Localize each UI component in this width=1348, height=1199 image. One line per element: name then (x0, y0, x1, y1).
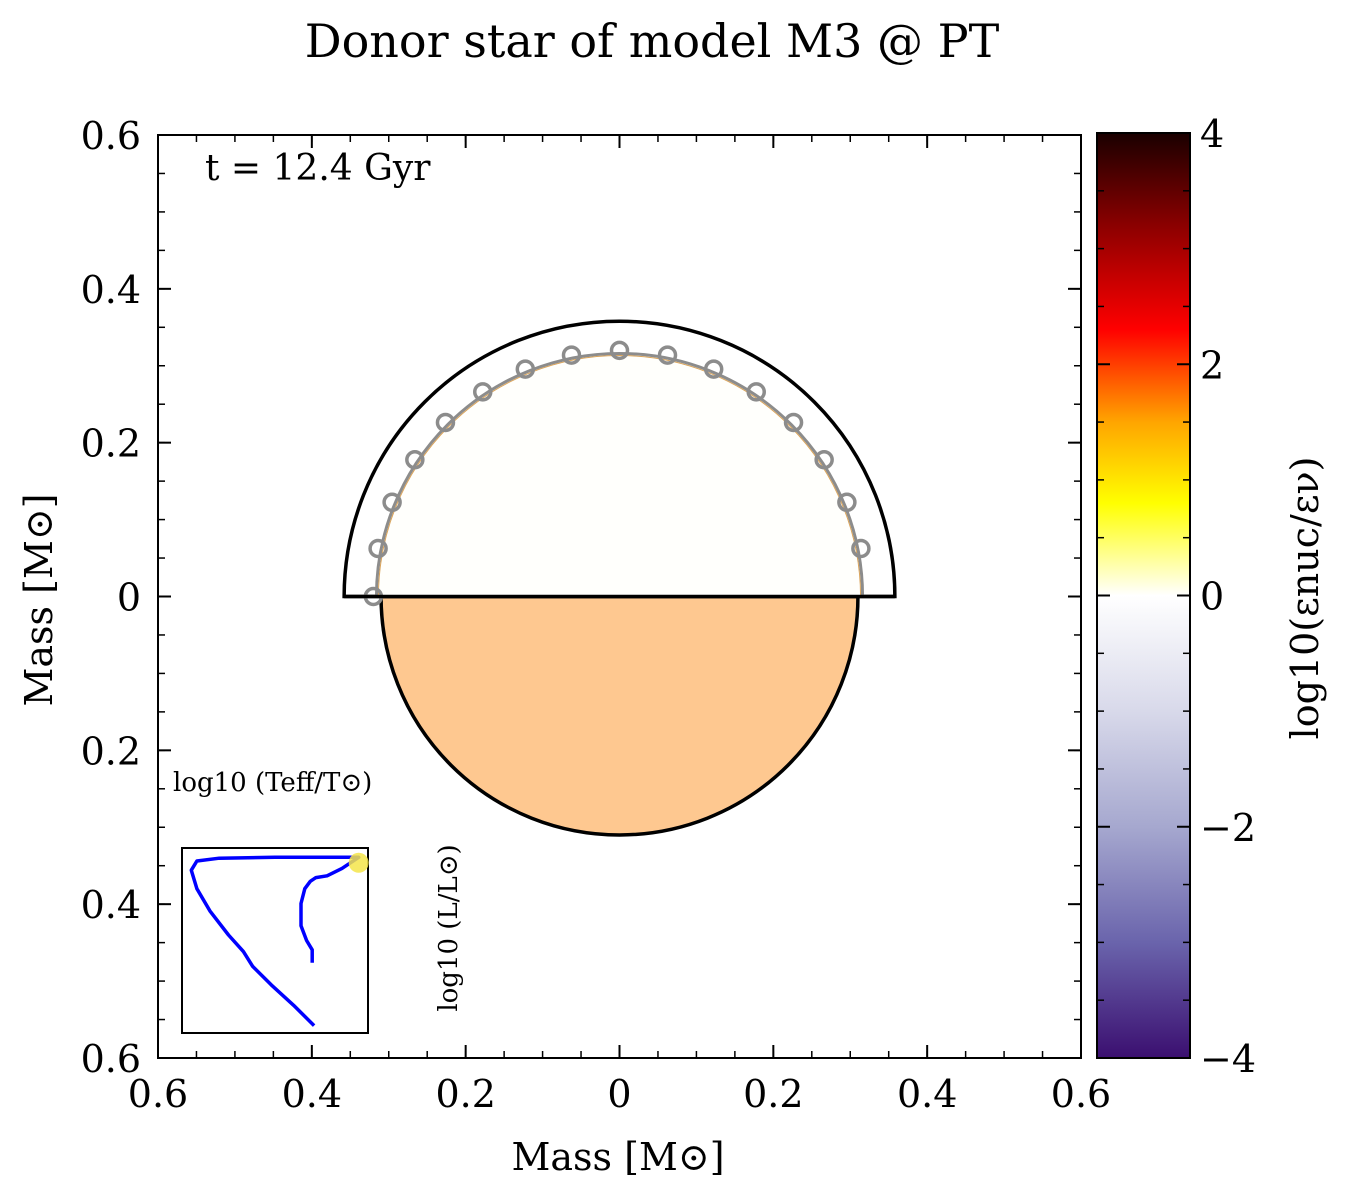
x-axis-ticks: 0.6 0.4 0.2 0 0.2 0.4 0.6 (128, 135, 1111, 1116)
colorbar-label: log10(εnuc/εν) (1283, 457, 1327, 740)
inset-hr-diagram (181, 847, 369, 1034)
time-annotation: t = 12.4 Gyr (205, 148, 431, 189)
inset-frame (181, 847, 369, 1034)
x-tick-label: 0.4 (897, 1072, 957, 1116)
envelope-marker (368, 538, 388, 559)
y-tick-label: 0 (117, 576, 141, 620)
envelope-marker (382, 492, 402, 513)
envelope-marker (515, 359, 536, 379)
x-tick-label: 0 (607, 1072, 631, 1116)
colorbar-tick-label: −4 (1200, 1037, 1256, 1081)
x-tick-label: 0.6 (1051, 1072, 1111, 1116)
y-tick-label: 0.2 (81, 422, 141, 466)
chart-title: Donor star of model M3 @ PT (305, 14, 1000, 68)
x-tick-label: 0.2 (435, 1072, 495, 1116)
x-tick-label: 0.6 (128, 1072, 188, 1116)
evolution-track (189, 855, 361, 1027)
envelope-marker (657, 345, 678, 365)
envelope-marker (746, 382, 766, 402)
colorbar-tick-label: 4 (1200, 112, 1224, 156)
envelope-marker (405, 450, 425, 470)
x-tick-label: 0.2 (743, 1072, 803, 1116)
x-tick-label: 0.4 (282, 1072, 342, 1116)
y-tick-label: 0.4 (81, 268, 141, 312)
colorbar: 4 2 0 −2 −4 (1096, 112, 1256, 1081)
envelope-marker (703, 359, 724, 379)
lower-half-disk (379, 594, 860, 837)
envelope-marker (609, 340, 630, 361)
colorbar-gradient (1096, 132, 1191, 1059)
inset-x-label: log10 (Teff/T⊙) (173, 768, 372, 798)
current-position-marker (348, 852, 369, 873)
envelope-marker (435, 412, 456, 433)
envelope-marker (851, 538, 871, 559)
colorbar-tick-label: 2 (1200, 343, 1224, 387)
y-tick-label: 0.2 (81, 729, 141, 773)
y-axis-label: Mass [M⊙] (17, 493, 61, 706)
star-structure (342, 319, 897, 837)
inset-y-label: log10 (L/L⊙) (434, 844, 464, 1011)
y-tick-label: 0.6 (81, 1037, 141, 1081)
x-axis-label: Mass [M⊙] (511, 1135, 724, 1179)
envelope-marker (561, 345, 582, 365)
envelope-marker (473, 382, 493, 402)
envelope-marker (783, 412, 804, 433)
envelope-marker (814, 450, 834, 470)
y-tick-label: 0.4 (81, 883, 141, 927)
colorbar-tick-label: −2 (1200, 806, 1256, 850)
y-tick-label: 0.6 (81, 114, 141, 158)
colorbar-tick-label: 0 (1200, 575, 1224, 619)
envelope-marker (837, 492, 857, 513)
y-axis-ticks: 0.6 0.4 0.2 0 0.2 0.4 0.6 (81, 114, 1081, 1081)
upper-core-edge (377, 355, 862, 597)
